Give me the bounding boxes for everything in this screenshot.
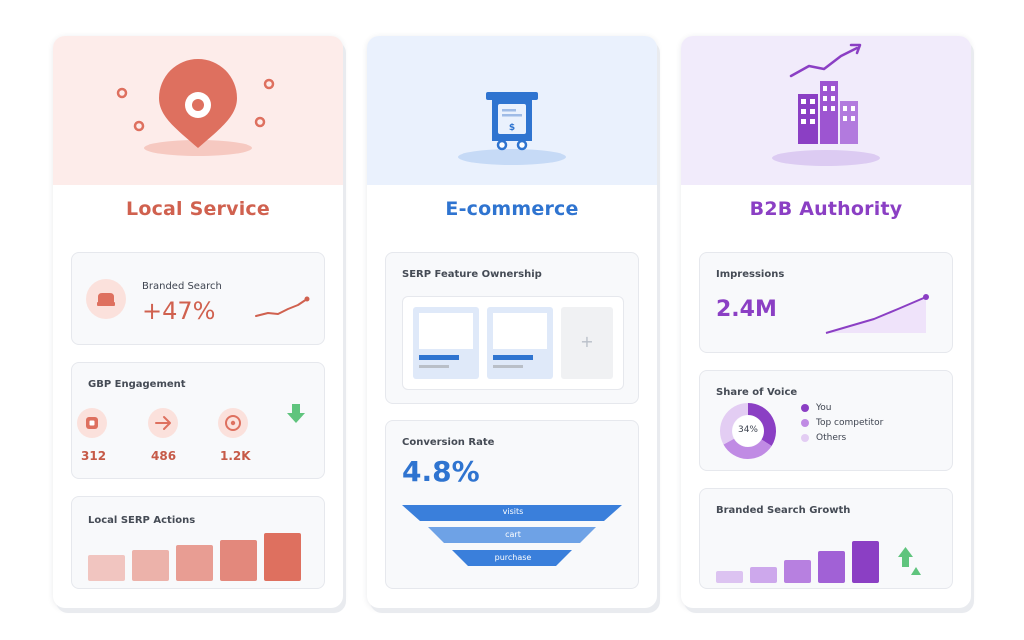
conversion-funnel — [402, 505, 622, 566]
gbp-stat-value: 312 — [81, 449, 107, 463]
impressions-label: Impressions — [716, 269, 785, 280]
phone-icon — [77, 408, 107, 438]
funnel-label: purchase — [494, 553, 532, 562]
card-title: E-commerce — [445, 198, 579, 220]
legend-label: Top competitor — [816, 418, 884, 428]
legend-swatch-competitor — [801, 419, 809, 427]
legend-label: Others — [816, 433, 847, 443]
gbp-engagement-panel: GBP Engagement 312 486 1.2K — [71, 362, 325, 479]
serp-feature-label: SERP Feature Ownership — [402, 269, 542, 280]
b2b-authority-card: B2B Authority Impressions 2.4M Share of … — [681, 36, 971, 608]
trend-sparkline — [255, 296, 310, 317]
ecommerce-hero: $ — [367, 36, 657, 185]
bar — [176, 545, 213, 581]
funnel-label: visits — [502, 507, 524, 516]
branded-search-label: Branded Search — [142, 281, 222, 292]
bar — [264, 533, 301, 581]
funnel-stage — [452, 550, 572, 566]
gbp-stat-value: 1.2K — [220, 449, 251, 463]
bar — [132, 550, 169, 581]
gbp-stat-value: 486 — [151, 449, 177, 463]
impressions-trend — [825, 294, 929, 334]
share-of-voice-label: Share of Voice — [716, 387, 798, 398]
funnel-stage — [428, 527, 596, 543]
branded-search-value: +47% — [142, 297, 216, 325]
local-serp-actions-chart — [88, 533, 301, 581]
branded-growth-label: Branded Search Growth — [716, 505, 851, 516]
store-icon — [86, 279, 126, 319]
card-title: B2B Authority — [749, 198, 903, 220]
serp-result-card — [487, 307, 553, 379]
donut-slice — [748, 403, 776, 447]
branded-search-panel: Branded Search +47% — [71, 252, 325, 345]
arrow-down-icon — [287, 404, 305, 423]
share-of-voice-donut — [720, 403, 776, 459]
share-of-voice-panel: Share of Voice 34% You Top competitor Ot… — [699, 370, 953, 471]
arrow-right-icon — [148, 408, 178, 438]
donut-center-value: 34% — [737, 425, 758, 435]
serp-result-card — [413, 307, 479, 379]
bar — [220, 540, 257, 581]
target-icon — [218, 408, 248, 438]
bar — [750, 567, 777, 583]
funnel-stage — [402, 505, 622, 521]
conversion-rate-panel: Conversion Rate 4.8% visits cart purchas… — [385, 420, 639, 589]
arrow-up-icon — [898, 547, 921, 575]
bar — [88, 555, 125, 581]
bar — [818, 551, 845, 583]
map-pin-illustration — [116, 59, 275, 156]
buildings-growth-illustration — [772, 43, 880, 166]
add-feature-placeholder[interactable]: + — [561, 307, 613, 379]
card-title: Local Service — [126, 198, 270, 220]
b2b-hero — [681, 36, 971, 185]
branded-growth-chart — [716, 541, 879, 583]
gbp-engagement-label: GBP Engagement — [88, 379, 186, 390]
conversion-rate-label: Conversion Rate — [402, 437, 495, 448]
conversion-rate-value: 4.8% — [402, 455, 480, 488]
serp-preview: + — [402, 296, 624, 390]
donut-slice — [720, 403, 748, 445]
bar — [716, 571, 743, 583]
plus-icon: + — [580, 332, 594, 351]
legend-label: You — [816, 403, 832, 413]
ecommerce-card: $ E-commerce SERP Feature Ownership + — [367, 36, 657, 608]
impressions-value: 2.4M — [716, 297, 777, 322]
local-serp-actions-panel: Local SERP Actions — [71, 496, 325, 589]
branded-growth-panel: Branded Search Growth — [699, 488, 953, 589]
legend-swatches — [801, 404, 809, 442]
serp-feature-panel: SERP Feature Ownership + — [385, 252, 639, 404]
funnel-label: cart — [505, 530, 521, 539]
legend-swatch-others — [801, 434, 809, 442]
donut-slice — [723, 438, 772, 459]
svg-text:$: $ — [509, 123, 515, 133]
local-service-card: Local Service Branded Search +47% GBP En… — [53, 36, 343, 608]
shopping-cart-illustration: $ — [458, 92, 566, 165]
legend-swatch-you — [801, 404, 809, 412]
bar — [784, 560, 811, 583]
impressions-panel: Impressions 2.4M — [699, 252, 953, 353]
local-hero — [53, 36, 343, 185]
bar — [852, 541, 879, 583]
local-serp-actions-label: Local SERP Actions — [88, 515, 196, 526]
